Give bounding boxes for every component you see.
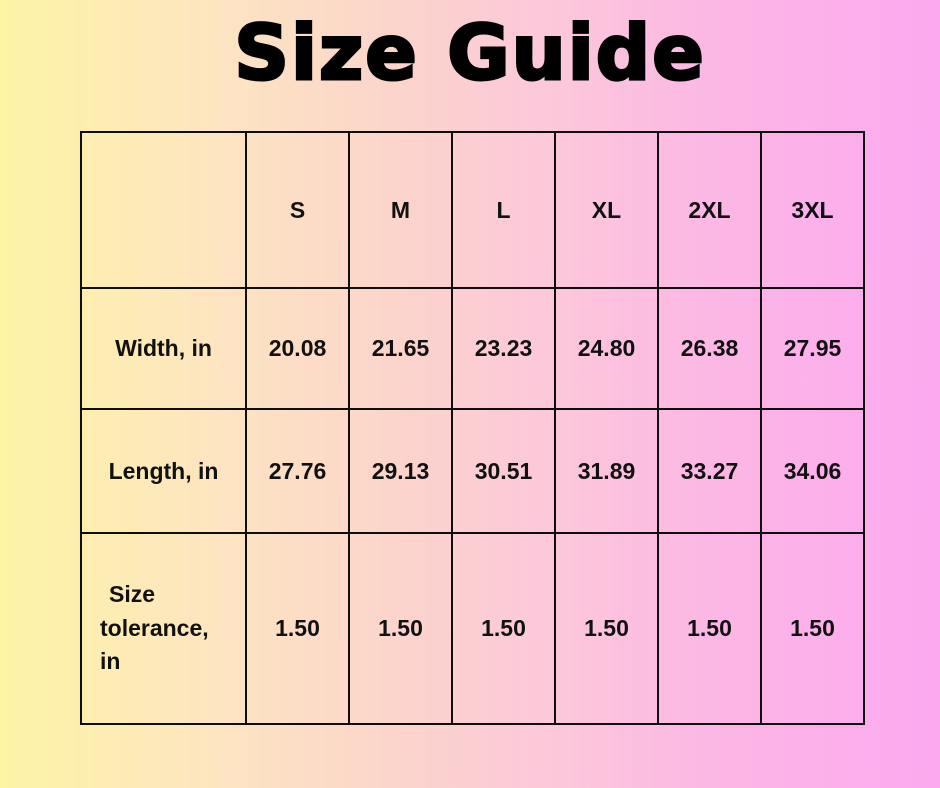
table-row-size-tolerance: Size tolerance, in 1.50 1.50 1.50 1.50 1… [80,532,865,725]
table-cell-tolerance-2xl: 1.50 [657,532,762,725]
table-cell-width-3xl: 27.95 [760,287,865,410]
page-title: Size Guide [233,7,706,99]
table-cell-width-xl: 24.80 [554,287,659,410]
column-header-xl: XL [554,131,659,289]
table-cell-width-m: 21.65 [348,287,453,410]
table-cell-tolerance-l: 1.50 [451,532,556,725]
table-cell-tolerance-s: 1.50 [245,532,350,725]
table-cell-width-2xl: 26.38 [657,287,762,410]
table-cell-tolerance-xl: 1.50 [554,532,659,725]
table-corner-cell [80,131,247,289]
row-label-length: Length, in [80,408,247,534]
table-cell-length-m: 29.13 [348,408,453,534]
row-label-size-tolerance: Size tolerance, in [80,532,247,725]
table-cell-length-xl: 31.89 [554,408,659,534]
table-row-width: Width, in 20.08 21.65 23.23 24.80 26.38 … [80,287,865,410]
row-label-width: Width, in [80,287,247,410]
table-cell-width-s: 20.08 [245,287,350,410]
table-cell-length-3xl: 34.06 [760,408,865,534]
column-header-2xl: 2XL [657,131,762,289]
column-header-l: L [451,131,556,289]
table-cell-length-2xl: 33.27 [657,408,762,534]
column-header-3xl: 3XL [760,131,865,289]
table-row-length: Length, in 27.76 29.13 30.51 31.89 33.27… [80,408,865,534]
table-cell-length-l: 30.51 [451,408,556,534]
table-cell-tolerance-3xl: 1.50 [760,532,865,725]
column-header-m: M [348,131,453,289]
table-cell-tolerance-m: 1.50 [348,532,453,725]
table-header-row: S M L XL 2XL 3XL [80,131,865,289]
column-header-s: S [245,131,350,289]
table-cell-width-l: 23.23 [451,287,556,410]
size-guide-table: S M L XL 2XL 3XL Width, in 20.08 21.65 2… [80,131,865,725]
table-cell-length-s: 27.76 [245,408,350,534]
